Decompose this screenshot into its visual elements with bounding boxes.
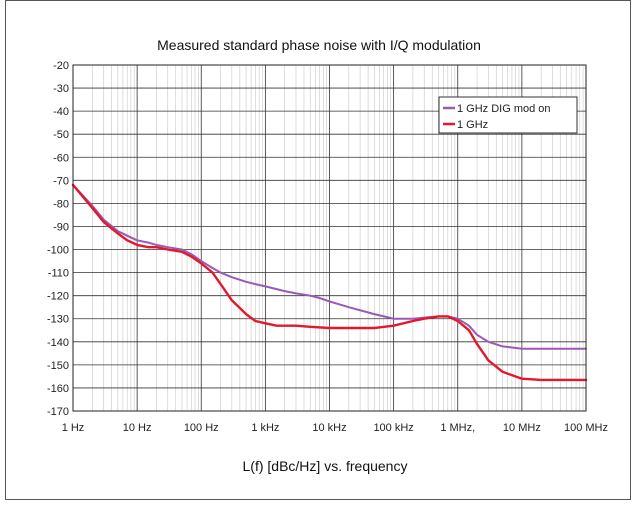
x-tick-label: 1 Hz (62, 422, 85, 434)
y-tick-label: -50 (53, 129, 69, 141)
y-tick-label: -60 (53, 152, 69, 164)
x-tick-label: 10 kHz (312, 422, 346, 434)
x-tick-label: 10 Hz (123, 422, 152, 434)
y-tick-label: -90 (53, 221, 69, 233)
legend-label-2: 1 GHz (457, 119, 488, 131)
y-tick-label: -170 (47, 406, 69, 418)
y-tick-label: -110 (48, 268, 69, 280)
x-tick-label: 100 Hz (184, 422, 219, 434)
y-tick-labels: -20 -30 -40 -50 -60 -70 -80 -90 -100 -110 -120 -130… (47, 60, 69, 418)
x-tick-label: 1 kHz (251, 422, 279, 434)
y-tick-label: -80 (53, 198, 69, 210)
chart-title: Measured standard phase noise with I/Q m… (157, 37, 481, 53)
series-line-2 (71, 183, 588, 382)
y-tick-label: -140 (47, 337, 69, 349)
legend-box (438, 96, 578, 134)
y-tick-label: -20 (53, 60, 69, 72)
y-tick-label: -70 (53, 175, 69, 187)
legend-label-1: 1 GHz DIG mod on (457, 103, 551, 115)
x-axis-label: L(f) [dBc/Hz] vs. frequency (243, 458, 408, 474)
x-tick-label: 10 MHz (503, 422, 541, 434)
y-tick-label: -40 (53, 106, 69, 118)
x-tick-label: 100 kHz (373, 422, 413, 434)
series-layer (71, 183, 588, 382)
phase-noise-chart: -20 -30 -40 -50 -60 -70 -80 -90 -100 -110 -120 -130… (47, 37, 608, 474)
y-tick-label: -130 (47, 314, 69, 326)
y-tick-label: -30 (53, 83, 69, 95)
y-tick-label: -120 (47, 291, 69, 303)
x-tick-labels: 1 Hz 10 Hz 100 Hz 1 kHz 10 kHz 100 kHz 1 MHz, 1… (62, 422, 608, 434)
plot-area-border (72, 64, 587, 412)
series-line-1 (72, 183, 587, 350)
chart-frame: -20 -30 -40 -50 -60 -70 -80 -90 -100 -110 -120 -130… (5, 0, 631, 500)
y-tick-label: -160 (47, 383, 69, 395)
legend: 1 GHz DIG mod on 1 GHz (438, 96, 578, 134)
x-tick-label: 1 MHz, (440, 422, 475, 434)
y-tick-label: -150 (47, 360, 69, 372)
x-tick-label: 100 MHz (564, 422, 608, 434)
y-tick-label: -100 (47, 245, 69, 257)
